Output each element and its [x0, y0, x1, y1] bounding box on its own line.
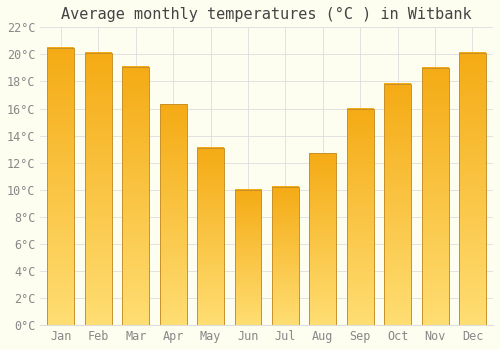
Bar	[310, 153, 336, 325]
Bar	[160, 105, 186, 325]
Bar	[48, 48, 74, 325]
Bar	[272, 187, 299, 325]
Bar	[85, 53, 112, 325]
Bar	[347, 108, 374, 325]
Bar	[384, 84, 411, 325]
Bar	[234, 190, 262, 325]
Bar	[197, 148, 224, 325]
Bar	[422, 68, 448, 325]
Bar	[122, 66, 149, 325]
Bar	[459, 53, 486, 325]
Title: Average monthly temperatures (°C ) in Witbank: Average monthly temperatures (°C ) in Wi…	[62, 7, 472, 22]
